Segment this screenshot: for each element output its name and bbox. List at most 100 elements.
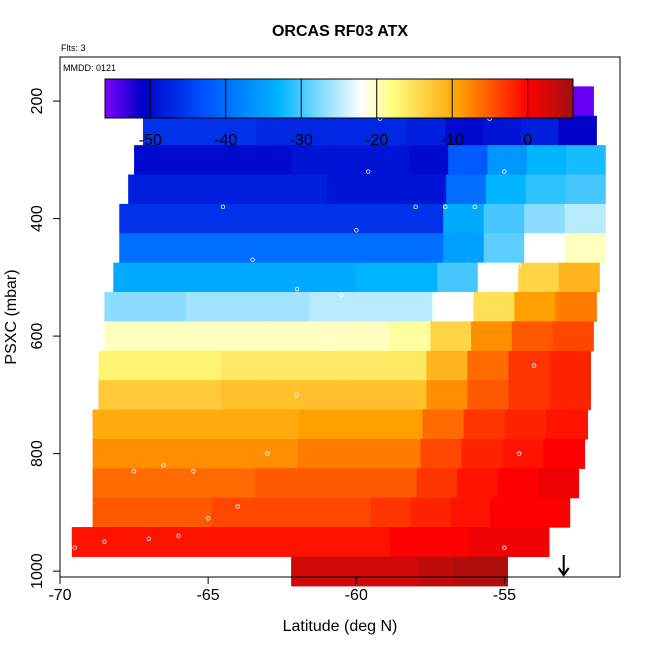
heatmap-cell — [348, 321, 391, 352]
heatmap-cell — [71, 527, 113, 558]
heatmap-cell — [376, 468, 418, 499]
heatmap-cell — [92, 409, 135, 440]
heatmap-cell — [502, 438, 545, 469]
heatmap-cell — [344, 350, 387, 381]
heatmap-cell — [251, 145, 292, 176]
heatmap-cell — [113, 262, 155, 293]
track-point — [235, 504, 240, 509]
heatmap-cell — [362, 233, 404, 264]
heatmap-cell — [145, 321, 187, 352]
heatmap-cell — [443, 233, 485, 264]
heatmap-cell — [429, 527, 470, 558]
track-point — [265, 451, 270, 456]
heatmap-cell — [430, 321, 472, 352]
heatmap-cell — [525, 174, 567, 205]
heatmap-cell — [315, 262, 357, 293]
heatmap-cell — [420, 438, 463, 469]
heatmap-cell — [389, 527, 431, 558]
heatmap-cell — [111, 527, 152, 558]
heatmap-cell — [426, 350, 469, 381]
heatmap-cell — [133, 468, 175, 499]
heatmap-cell — [119, 203, 161, 234]
heatmap-cell — [402, 203, 444, 234]
heatmap-cell — [134, 145, 174, 176]
y-tick-label: 200 — [29, 88, 46, 115]
heatmap-cell — [291, 497, 332, 528]
heatmap-cell — [381, 409, 424, 440]
track-point — [131, 469, 137, 474]
track-point — [220, 204, 226, 210]
heatmap-cell — [240, 233, 282, 264]
heatmap-cell — [247, 174, 288, 205]
track-point — [531, 363, 537, 368]
heatmap-cell — [142, 115, 182, 146]
heatmap-cell — [565, 174, 606, 205]
heatmap-cell — [254, 468, 296, 499]
heatmap-cell — [445, 115, 484, 146]
heatmap-cell — [234, 262, 276, 293]
heatmap-cell — [538, 468, 580, 499]
heatmap-cell — [180, 350, 223, 381]
heatmap-cell — [509, 527, 550, 558]
y-tick-label: 600 — [29, 323, 46, 350]
heatmap-cell — [402, 233, 444, 264]
heatmap-cell — [139, 350, 182, 381]
heatmap-cell — [350, 292, 392, 323]
heatmap-cell — [221, 350, 264, 381]
arrow-head — [557, 567, 570, 577]
track-point — [365, 169, 371, 174]
heatmap-cell — [463, 409, 506, 440]
track-point — [102, 539, 107, 544]
colorbar-tick-label: 0 — [523, 132, 532, 149]
flights-count-label: Flts: 3 — [61, 43, 86, 53]
heatmap-cell — [417, 556, 436, 587]
heatmap-cell — [483, 233, 525, 264]
heatmap-cell — [172, 497, 213, 528]
colorbar-tick-label: -10 — [441, 132, 464, 149]
track-point — [517, 451, 522, 456]
heatmap-cell — [363, 556, 382, 587]
heatmap-cell — [251, 497, 292, 528]
track-point — [191, 469, 196, 474]
heatmap-cell — [508, 380, 550, 411]
heatmap-cell — [408, 145, 449, 176]
x-axis-label: Latitude (deg N) — [283, 618, 398, 635]
heatmap-cell — [416, 468, 458, 499]
heatmap-cell — [221, 380, 264, 411]
heatmap-cell — [214, 468, 256, 499]
x-tick-label: -55 — [493, 587, 516, 604]
heatmap-cell — [212, 145, 253, 176]
heatmap-cell — [139, 380, 182, 411]
y-tick-label: 1000 — [29, 553, 46, 589]
heatmap-cell — [185, 321, 228, 352]
heatmap-cell — [173, 468, 215, 499]
heatmap-cell — [564, 233, 606, 264]
heatmap-cell — [555, 292, 597, 323]
heatmap-cell — [218, 115, 257, 146]
heatmap-cell — [443, 203, 485, 234]
heatmap-cell — [297, 438, 340, 469]
heatmap-cell — [200, 233, 242, 264]
heatmap-cell — [381, 556, 400, 587]
heatmap-cell — [529, 497, 571, 528]
colorbar: -50 -40 -30 -20 -10 0 — [104, 78, 574, 149]
heatmap-cell — [128, 174, 169, 205]
heatmap-cell — [298, 409, 341, 440]
track-point — [161, 463, 166, 468]
heatmap-cell — [180, 115, 220, 146]
heatmap-cell — [153, 262, 195, 293]
heatmap-cell — [350, 527, 391, 558]
heatmap-cell — [240, 203, 282, 234]
heatmap-cell — [504, 409, 547, 440]
arrow-marker — [557, 555, 570, 577]
heatmap-cell — [467, 350, 509, 381]
track-point — [413, 204, 418, 210]
heatmap-cell — [410, 497, 451, 528]
track-point — [442, 204, 448, 210]
heatmap-cell — [407, 115, 446, 146]
heatmap-cell — [483, 203, 525, 234]
heatmap-cell — [92, 468, 134, 499]
heatmap-cell — [256, 115, 295, 146]
colorbar-tick-label: -30 — [290, 132, 313, 149]
heatmap-cell — [145, 292, 188, 323]
